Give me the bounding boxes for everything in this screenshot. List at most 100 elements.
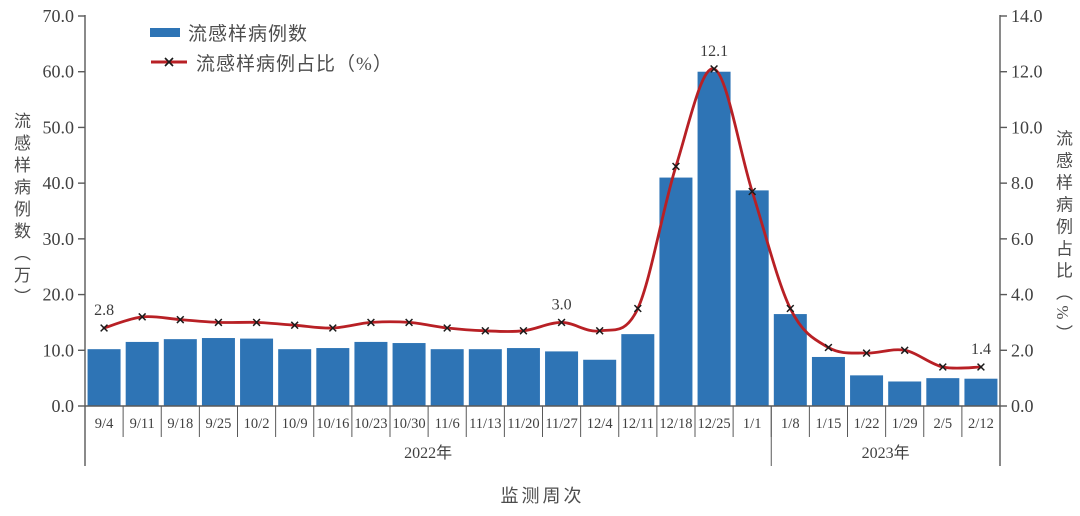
- right-axis-tick-label: 14.0: [1011, 6, 1043, 26]
- line-marker-x: [633, 304, 642, 313]
- left-axis-tick-label: 60.0: [43, 62, 75, 82]
- bar: [125, 341, 159, 406]
- line-marker-x: [290, 321, 299, 330]
- line-marker-x: [176, 315, 185, 324]
- x-tick-label: 9/18: [167, 416, 193, 432]
- bar: [583, 359, 617, 406]
- right-axis-tick-label: 6.0: [1011, 229, 1034, 249]
- bar: [850, 375, 884, 406]
- bar: [964, 378, 998, 406]
- x-tick-label: 11/6: [435, 416, 460, 432]
- right-axis-tick-label: 8.0: [1011, 173, 1034, 193]
- x-tick-label: 12/25: [698, 416, 731, 432]
- x-tick-label: 2/12: [968, 416, 994, 432]
- left-axis-tick-label: 40.0: [43, 173, 75, 193]
- line-marker-x: [672, 162, 680, 171]
- x-tick-label: 11/20: [507, 416, 540, 432]
- line-marker-x: [138, 312, 147, 321]
- x-tick-label: 1/22: [854, 416, 880, 432]
- line-marker-x: [557, 318, 566, 327]
- line-marker-x: [710, 64, 718, 73]
- line-marker-x: [519, 326, 528, 335]
- bar: [240, 338, 274, 406]
- x-tick-label: 1/1: [743, 416, 762, 432]
- line-marker-x: [367, 318, 375, 327]
- line-marker-x: [252, 318, 261, 327]
- line-marker-x: [748, 187, 757, 196]
- line-marker-x: [214, 318, 223, 327]
- year-group-label: 2023年: [862, 444, 910, 462]
- x-tick-label: 9/4: [95, 416, 114, 432]
- bar: [926, 378, 960, 406]
- bar: [621, 334, 655, 406]
- bar: [811, 356, 845, 406]
- x-tick-label: 12/11: [622, 416, 655, 432]
- year-group-label: 2022年: [404, 444, 452, 462]
- bar: [354, 341, 388, 406]
- data-label: 3.0: [552, 296, 572, 313]
- bar: [316, 348, 350, 406]
- line-marker-x: [443, 324, 452, 332]
- line-swatch-icon: [151, 57, 187, 67]
- x-tick-label: 12/4: [587, 416, 614, 432]
- x-tick-label: 10/2: [244, 416, 270, 432]
- x-tick-label: 1/29: [892, 416, 918, 432]
- legend: 流感样病例数 流感样病例占比（%）: [150, 20, 393, 75]
- line-marker-x: [328, 324, 337, 332]
- bar: [773, 314, 807, 406]
- line-marker-x: [595, 326, 604, 335]
- bar: [392, 343, 426, 406]
- line-marker-x: [977, 363, 985, 371]
- bar: [201, 338, 235, 406]
- x-axis-title: 监测周次: [500, 486, 585, 506]
- legend-item-percentage: 流感样病例占比（%）: [150, 50, 393, 75]
- x-tick-label: 10/23: [354, 416, 387, 432]
- x-tick-label: 12/18: [659, 416, 692, 432]
- left-axis-tick-label: 70.0: [43, 6, 75, 26]
- x-tick-label: 9/25: [206, 416, 232, 432]
- right-axis-tick-label: 10.0: [1011, 117, 1043, 137]
- bar: [430, 349, 464, 406]
- bar: [163, 339, 197, 406]
- x-tick-label: 11/13: [469, 416, 502, 432]
- x-tick-label: 11/27: [545, 416, 578, 432]
- line-marker-x: [900, 346, 909, 355]
- x-tick-label: 9/11: [130, 416, 155, 432]
- left-axis-tick-label: 30.0: [43, 229, 75, 249]
- x-tick-label: 1/15: [816, 416, 842, 432]
- bar: [888, 381, 922, 406]
- percentage-line: [102, 67, 983, 370]
- bar: [87, 349, 121, 406]
- bar: [545, 351, 579, 406]
- right-axis-tick-label: 2.0: [1011, 340, 1034, 360]
- x-tick-label: 10/30: [393, 416, 426, 432]
- bar: [697, 71, 731, 406]
- line-marker-x: [100, 324, 108, 332]
- left-axis-tick-label: 0.0: [52, 396, 75, 416]
- x-tick-label: 1/8: [781, 416, 800, 432]
- data-label: 2.8: [94, 302, 114, 319]
- left-axis-tick-label: 50.0: [43, 117, 75, 137]
- line-marker-x: [862, 349, 871, 358]
- legend-item-cases: 流感样病例数: [150, 20, 393, 45]
- right-axis-tick-label: 0.0: [1011, 396, 1034, 416]
- line-marker-x: [481, 326, 490, 335]
- data-label: 12.1: [700, 43, 728, 60]
- right-axis-tick-label: 4.0: [1011, 285, 1034, 305]
- bar: [659, 177, 693, 406]
- legend-label-percentage: 流感样病例占比（%）: [196, 53, 393, 75]
- left-axis-tick-label: 10.0: [43, 340, 75, 360]
- line-marker-x: [824, 343, 833, 352]
- line-marker-x: [405, 318, 413, 327]
- line-marker-x: [938, 363, 947, 371]
- bar: [278, 349, 312, 406]
- data-label: 1.4: [971, 341, 991, 358]
- right-axis-tick-label: 12.0: [1011, 62, 1043, 82]
- bar-swatch-icon: [150, 27, 180, 37]
- right-axis-title: 流感样病例占比（%）: [1053, 129, 1072, 347]
- legend-label-cases: 流感样病例数: [188, 23, 309, 45]
- left-axis-tick-label: 20.0: [43, 285, 75, 305]
- x-tick-label: 10/16: [316, 416, 349, 432]
